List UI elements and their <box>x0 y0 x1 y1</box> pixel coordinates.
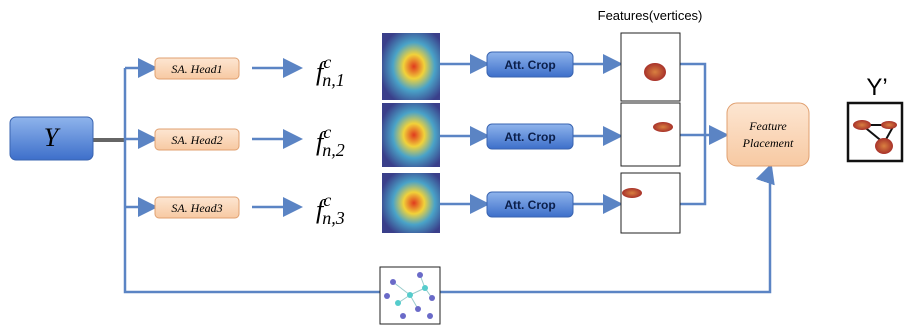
output-box <box>848 103 902 161</box>
feature-box <box>621 103 680 166</box>
head-label: SA. Head1 <box>171 62 222 76</box>
placement-box <box>727 103 809 166</box>
diagram: Y SA. Head1 fcn,1 Att. Crop SA. Head2 fc… <box>0 0 904 327</box>
crop-label: Att. Crop <box>504 58 555 72</box>
head-label: SA. Head2 <box>171 133 222 147</box>
heatmap <box>382 33 440 100</box>
feature-box <box>621 173 680 233</box>
crop-label: Att. Crop <box>504 198 555 212</box>
placement-line: Placement <box>742 136 794 150</box>
output-label: Y’ <box>866 74 887 101</box>
placement-line: Feature <box>748 119 787 133</box>
crop-label: Att. Crop <box>504 130 555 144</box>
heatmap <box>382 173 440 233</box>
graph-icon <box>380 267 440 324</box>
head-label: SA. Head3 <box>171 201 222 215</box>
feature-blob <box>644 63 666 81</box>
heatmap <box>382 103 440 167</box>
input-label: Y <box>44 123 61 152</box>
feature-blob <box>653 122 673 132</box>
feature-blob <box>622 188 642 198</box>
features-title: Features(vertices) <box>598 8 703 23</box>
